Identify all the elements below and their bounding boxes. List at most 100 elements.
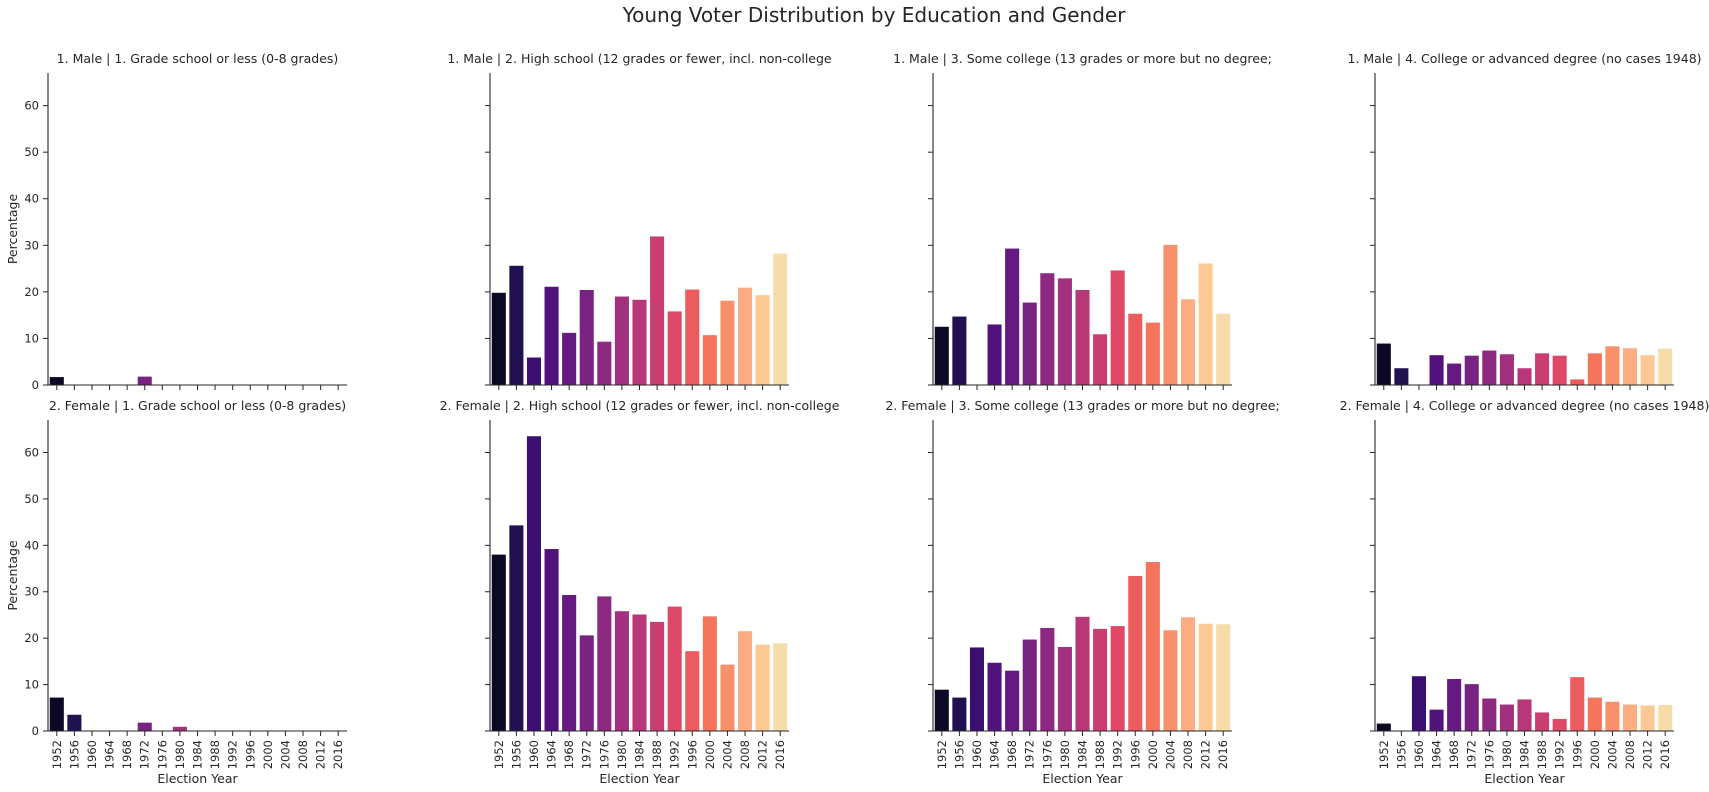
bar: [1482, 350, 1497, 385]
x-tick-label: 1988: [1535, 740, 1549, 769]
x-tick-label: 2008: [296, 740, 310, 769]
x-tick-label: 1976: [1040, 740, 1054, 769]
bar: [526, 436, 542, 731]
bar: [1180, 617, 1196, 731]
bar: [632, 299, 647, 385]
y-axis-label: Percentage: [5, 194, 20, 265]
bar: [509, 265, 524, 385]
bar: [1429, 709, 1444, 731]
x-tick-label: 1960: [1412, 740, 1426, 769]
bar: [137, 722, 152, 731]
x-tick-label: 1956: [509, 740, 523, 769]
x-tick-label: 2000: [1588, 740, 1602, 769]
x-tick-label: 1964: [988, 740, 1002, 769]
bar: [1482, 698, 1497, 731]
panel-title: 2. Female | 2. High school (12 grades or…: [440, 398, 840, 413]
panel-title: 2. Female | 4. College or advanced degre…: [1340, 398, 1709, 413]
x-tick-label: 2004: [720, 740, 734, 769]
bar: [1658, 348, 1673, 385]
x-tick-label: 2016: [1216, 740, 1230, 769]
bar: [1640, 355, 1655, 385]
panel-title: 1. Male | 3. Some college (13 grades or …: [893, 51, 1272, 66]
bar: [773, 253, 788, 385]
bar: [1376, 343, 1391, 385]
panel-title: 1. Male | 2. High school (12 grades or f…: [447, 51, 832, 66]
bar: [952, 697, 967, 731]
bar: [755, 295, 770, 385]
bar: [1110, 270, 1125, 385]
panel-title: 2. Female | 1. Grade school or less (0-8…: [49, 398, 346, 413]
bar: [509, 525, 524, 731]
bar: [1198, 623, 1213, 731]
bar: [1110, 626, 1125, 731]
x-tick-label: 2000: [261, 740, 275, 769]
bar: [1216, 313, 1231, 385]
x-tick-label: 1984: [633, 740, 647, 769]
bar: [1376, 723, 1391, 731]
bar: [67, 714, 82, 731]
x-tick-label: 1980: [1500, 740, 1514, 769]
bar: [702, 335, 717, 385]
bar: [1005, 670, 1020, 731]
bar: [1535, 712, 1550, 731]
x-tick-label: 1984: [1076, 740, 1090, 769]
bar: [1447, 363, 1462, 385]
bar: [667, 606, 682, 731]
bar: [1057, 646, 1072, 731]
x-tick-label: 1956: [1394, 740, 1408, 769]
x-tick-label: 1952: [50, 740, 64, 769]
x-tick-label: 1980: [173, 740, 187, 769]
panel-title: 2. Female | 3. Some college (13 grades o…: [885, 398, 1279, 413]
bar: [597, 596, 612, 731]
x-tick-label: 2004: [1163, 740, 1177, 769]
bar: [526, 357, 542, 385]
y-tick-label: 20: [24, 631, 39, 645]
bar: [720, 300, 735, 385]
x-tick-label: 2012: [314, 740, 328, 769]
x-tick-label: 1988: [1093, 740, 1107, 769]
x-axis-label: Election Year: [157, 771, 238, 786]
bar: [1040, 273, 1055, 385]
x-tick-label: 1984: [191, 740, 205, 769]
y-tick-label: 0: [32, 378, 39, 392]
bar: [1216, 624, 1231, 731]
x-tick-label: 1976: [597, 740, 611, 769]
x-tick-label: 1952: [935, 740, 949, 769]
bar: [1587, 697, 1602, 731]
x-tick-label: 2008: [1181, 740, 1195, 769]
y-tick-label: 40: [24, 192, 39, 206]
bar: [1499, 704, 1514, 731]
bar: [1198, 263, 1213, 385]
bar: [1163, 630, 1178, 731]
bar: [1128, 313, 1143, 385]
bar: [491, 554, 506, 731]
y-tick-label: 30: [24, 238, 39, 252]
y-tick-label: 20: [24, 285, 39, 299]
chart-title: Young Voter Distribution by Education an…: [622, 3, 1127, 27]
y-tick-label: 0: [32, 724, 39, 738]
bar: [969, 647, 985, 731]
bar: [987, 662, 1002, 731]
x-tick-label: 1992: [668, 740, 682, 769]
bar: [1622, 704, 1638, 731]
x-tick-label: 1968: [1447, 740, 1461, 769]
x-tick-label: 1972: [1465, 740, 1479, 769]
bar: [1464, 684, 1479, 731]
y-tick-label: 40: [24, 538, 39, 552]
bar: [1022, 302, 1037, 385]
bar: [1093, 334, 1108, 385]
y-tick-label: 10: [24, 678, 39, 692]
bar: [137, 376, 152, 385]
bar: [579, 290, 594, 385]
bar: [1570, 379, 1585, 385]
bar: [1429, 355, 1444, 385]
bar: [987, 324, 1002, 385]
bar: [1552, 355, 1567, 385]
bar: [1499, 354, 1514, 385]
x-tick-label: 1988: [208, 740, 222, 769]
bar: [1145, 562, 1160, 731]
bar: [650, 621, 665, 731]
bar: [1093, 628, 1108, 731]
bar: [685, 289, 700, 385]
